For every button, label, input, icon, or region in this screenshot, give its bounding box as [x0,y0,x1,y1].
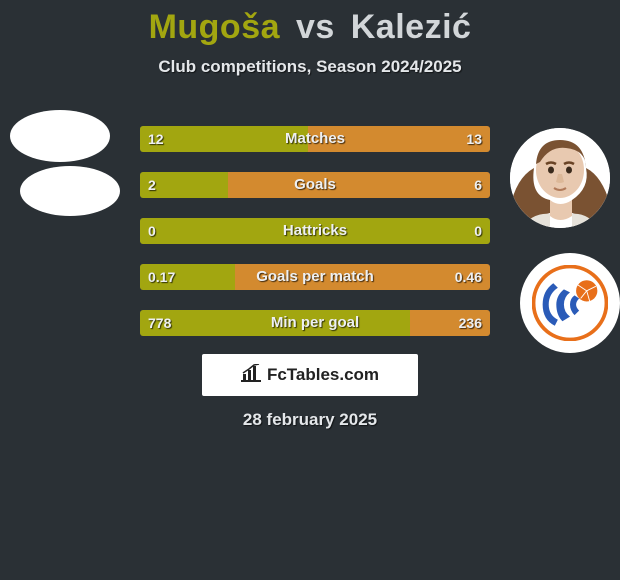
stat-value-right: 0.46 [455,264,482,290]
player1-name: Mugoša [149,8,280,46]
date: 28 february 2025 [243,410,377,430]
stat-value-right: 0 [474,218,482,244]
stat-label: Matches [140,126,490,152]
face-icon [510,128,610,228]
stat-label: Goals per match [140,264,490,290]
stat-row: Goals2 6 [140,172,490,198]
stat-value-left: 0.17 [148,264,175,290]
player1-avatar [10,110,110,162]
player2-avatar [510,128,610,228]
stat-label: Hattricks [140,218,490,244]
stat-value-right: 13 [466,126,482,152]
stat-label: Min per goal [140,310,490,336]
vs-label: vs [296,8,335,46]
watermark[interactable]: FcTables.com [202,354,418,396]
stat-value-right: 236 [459,310,482,336]
stat-row: Hattricks0 0 [140,218,490,244]
stats-container: Matches12 13 Goals2 6 Hattricks0 0 Goals per m… [140,126,490,356]
stat-row: Min per goal778 236 [140,310,490,336]
stat-value-left: 0 [148,218,156,244]
chart-icon [241,364,261,387]
watermark-text: FcTables.com [267,365,379,385]
club-logo-icon [532,265,608,341]
page-title: Mugoša vs Kalezić [0,0,620,47]
stat-value-left: 2 [148,172,156,198]
stat-value-left: 778 [148,310,171,336]
stat-value-left: 12 [148,126,164,152]
player2-club-logo [520,253,620,353]
player2-name: Kalezić [351,8,472,46]
player1-club-logo [20,166,120,216]
subtitle: Club competitions, Season 2024/2025 [0,57,620,77]
stat-value-right: 6 [474,172,482,198]
stat-label: Goals [140,172,490,198]
stat-row: Matches12 13 [140,126,490,152]
stat-row: Goals per match0.17 0.46 [140,264,490,290]
